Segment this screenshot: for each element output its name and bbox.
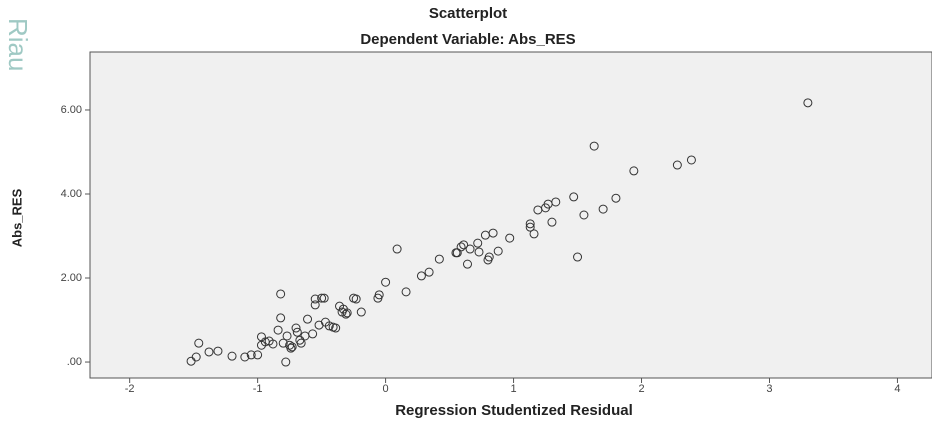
watermark: Riau [3, 18, 33, 71]
x-axis-label: Regression Studentized Residual [395, 402, 633, 419]
x-tick-label: 1 [510, 383, 516, 395]
plot-area [90, 52, 932, 378]
x-tick-label: 3 [766, 383, 772, 395]
y-tick-label: 4.00 [61, 188, 82, 200]
chart-title: Scatterplot [429, 5, 507, 22]
x-tick-label: 4 [894, 383, 900, 395]
y-tick-label: .00 [67, 356, 82, 368]
chart: Riau Scatterplot Dependent Variable: Abs… [0, 0, 932, 424]
y-axis-label: Abs_RES [9, 188, 24, 247]
chart-subtitle: Dependent Variable: Abs_RES [360, 31, 575, 48]
x-tick-label: -2 [125, 383, 135, 395]
y-tick-label: 6.00 [61, 104, 82, 116]
x-tick-label: -1 [253, 383, 263, 395]
x-tick-label: 0 [383, 383, 389, 395]
x-tick-label: 2 [638, 383, 644, 395]
y-tick-label: 2.00 [61, 272, 82, 284]
